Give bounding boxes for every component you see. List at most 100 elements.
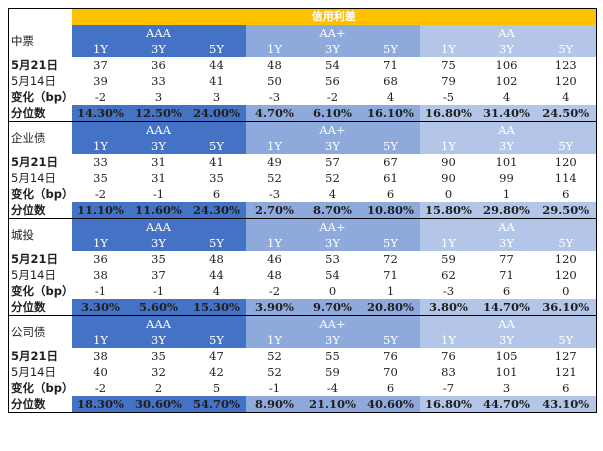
value-cell: 40 xyxy=(93,365,108,379)
value-cell: 16.80% xyxy=(419,105,478,122)
tenor-header-cell: 5Y xyxy=(535,138,598,154)
value-cell: 43.10% xyxy=(535,396,598,413)
value-cell: 72 xyxy=(383,252,398,266)
value-cell: 36 xyxy=(151,58,166,72)
data-row: 5月14日 40 32 42 52 59 70 83 101 121 xyxy=(8,364,598,380)
tenor-header-cell: 3Y xyxy=(303,41,362,57)
value-cell: 1 xyxy=(502,187,511,201)
tenor-header-cell: 3Y xyxy=(477,138,536,154)
value-cell: 79 xyxy=(441,74,456,88)
value-cell: 8.90% xyxy=(245,396,304,413)
value-cell: 5.60% xyxy=(129,299,188,316)
data-row: 5月21日 36 35 48 46 53 72 59 77 120 xyxy=(8,251,598,267)
section-name: 企业债 xyxy=(8,121,72,154)
value-cell: -1 xyxy=(94,284,107,298)
tenor-header-row: 1Y 3Y 5Y 1Y 3Y 5Y 1Y 3Y 5Y xyxy=(9,332,598,348)
value-cell: 76 xyxy=(383,349,398,363)
value-cell: 6 xyxy=(535,380,598,396)
grade-header-cell xyxy=(187,218,246,235)
grade-header-cell: AA xyxy=(477,218,536,235)
value-cell: -1 xyxy=(152,187,165,201)
grade-header-cell: AA xyxy=(477,121,536,138)
value-cell: 54 xyxy=(325,58,340,72)
value-cell: 53 xyxy=(325,252,340,266)
value-cell: 14.30% xyxy=(71,105,130,122)
value-cell: -2 xyxy=(326,90,339,104)
data-row: 5月21日 33 31 41 49 57 67 90 101 120 xyxy=(8,154,598,170)
tenor-header-cell: 1Y xyxy=(419,138,478,154)
value-cell: 71 xyxy=(383,58,398,72)
grade-header-cell: AA xyxy=(477,315,536,332)
tenor-header-cell: 5Y xyxy=(187,138,246,154)
value-cell: 59 xyxy=(325,365,340,379)
value-cell: 99 xyxy=(499,171,514,185)
value-cell: 1 xyxy=(386,284,395,298)
value-cell: 24.00% xyxy=(187,105,246,122)
tenor-header-cell: 3Y xyxy=(303,235,362,251)
row-label: 变化（bp） xyxy=(8,186,72,202)
value-cell: 62 xyxy=(441,268,456,282)
value-cell: 0 xyxy=(328,284,337,298)
data-row: 5月14日 38 37 44 48 54 71 62 71 120 xyxy=(8,267,598,283)
value-cell: 14.70% xyxy=(477,299,536,316)
tenor-header-cell: 5Y xyxy=(535,41,598,57)
grade-header-cell: AA+ xyxy=(303,121,362,138)
tenor-header-cell: 1Y xyxy=(71,332,130,348)
value-cell: 52 xyxy=(267,349,282,363)
grade-header-cell: AA+ xyxy=(303,315,362,332)
value-cell: 127 xyxy=(535,348,598,364)
value-cell: 40.60% xyxy=(361,396,420,413)
data-row: 变化（bp） -2 -1 6 -3 4 6 0 1 6 xyxy=(8,186,598,202)
value-cell: 83 xyxy=(441,365,456,379)
value-cell: 5 xyxy=(212,381,221,395)
row-label: 5月21日 xyxy=(8,251,72,267)
grade-header-cell xyxy=(535,315,598,332)
value-cell: 101 xyxy=(495,365,518,379)
grade-header-cell xyxy=(419,121,478,138)
value-cell: 15.30% xyxy=(187,299,246,316)
value-cell: 106 xyxy=(495,58,518,72)
data-row: 5月14日 35 31 35 52 52 61 90 99 114 xyxy=(8,170,598,186)
value-cell: -3 xyxy=(442,284,455,298)
value-cell: 18.30% xyxy=(71,396,130,413)
value-cell: -3 xyxy=(268,187,281,201)
value-cell: 24.30% xyxy=(187,202,246,219)
tenor-header-cell: 5Y xyxy=(361,332,420,348)
grade-header-cell xyxy=(71,218,130,235)
value-cell: -2 xyxy=(94,381,107,395)
value-cell: 15.80% xyxy=(419,202,478,219)
tenor-header-cell: 5Y xyxy=(187,332,246,348)
tenor-header-cell: 1Y xyxy=(71,138,130,154)
value-cell: 114 xyxy=(535,170,598,186)
value-cell: 3 xyxy=(154,90,163,104)
value-cell: 33 xyxy=(151,74,166,88)
value-cell: 105 xyxy=(495,349,518,363)
value-cell: 4 xyxy=(212,284,221,298)
grade-header-row: 公司债 AAA AA+ AA xyxy=(8,315,598,348)
data-row: 变化（bp） -2 2 5 -1 -4 6 -7 3 6 xyxy=(8,380,598,396)
grade-header-cell xyxy=(361,25,420,41)
value-cell: 48 xyxy=(267,58,282,72)
value-cell: 6 xyxy=(212,187,221,201)
value-cell: -3 xyxy=(268,90,281,104)
grade-header-cell xyxy=(535,121,598,138)
row-label: 5月21日 xyxy=(8,57,72,73)
value-cell: 11.10% xyxy=(71,202,130,219)
data-row: 变化（bp） -1 -1 4 -2 0 1 -3 6 0 xyxy=(8,283,598,299)
value-cell: 70 xyxy=(383,365,398,379)
tenor-header-cell: 5Y xyxy=(187,41,246,57)
value-cell: 48 xyxy=(209,252,224,266)
value-cell: 37 xyxy=(93,58,108,72)
tenor-header-cell: 3Y xyxy=(129,235,188,251)
value-cell: 120 xyxy=(535,267,598,283)
tenor-header-cell: 3Y xyxy=(477,235,536,251)
value-cell: 6.10% xyxy=(303,105,362,122)
grade-header-cell xyxy=(361,121,420,138)
value-cell: 90 xyxy=(441,155,456,169)
value-cell: 35 xyxy=(151,349,166,363)
grade-header-cell: AAA xyxy=(129,121,188,138)
value-cell: 20.80% xyxy=(361,299,420,316)
value-cell: 120 xyxy=(535,73,598,89)
value-cell: 6 xyxy=(386,187,395,201)
percentile-row: 分位数 11.10% 11.60% 24.30% 2.70% 8.70% 10.80% 15.… xyxy=(8,202,598,219)
